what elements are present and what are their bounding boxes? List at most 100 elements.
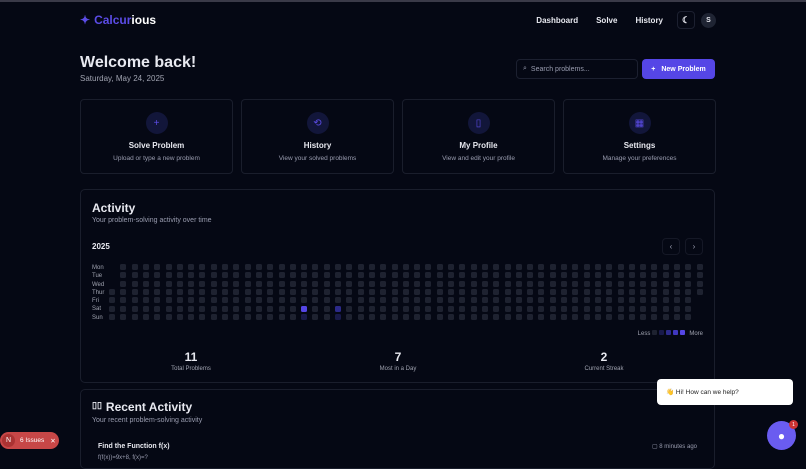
heatmap-cell[interactable]	[142, 313, 149, 320]
heatmap-cell[interactable]	[335, 272, 341, 279]
heatmap-cell[interactable]	[640, 305, 647, 312]
next-year-button[interactable]: ›	[685, 238, 703, 255]
heatmap-cell[interactable]	[572, 297, 579, 304]
heatmap-cell[interactable]	[380, 313, 387, 320]
heatmap-cell[interactable]	[527, 297, 534, 304]
heatmap-cell[interactable]	[561, 297, 567, 304]
heatmap-cell[interactable]	[662, 305, 669, 312]
heatmap-cell[interactable]	[154, 288, 161, 295]
new-problem-button[interactable]: + New Problem	[642, 59, 715, 79]
heatmap-cell[interactable]	[199, 280, 206, 287]
heatmap-cell[interactable]	[255, 305, 262, 312]
heatmap-cell[interactable]	[515, 313, 522, 320]
heatmap-cell[interactable]	[391, 288, 398, 295]
heatmap-cell[interactable]	[109, 297, 115, 304]
heatmap-cell[interactable]	[142, 288, 149, 295]
heatmap-cell[interactable]	[549, 313, 556, 320]
heatmap-cell[interactable]	[301, 297, 308, 304]
heatmap-cell[interactable]	[233, 305, 240, 312]
heatmap-cell[interactable]	[504, 264, 511, 270]
heatmap-cell[interactable]	[414, 264, 421, 270]
heatmap-cell[interactable]	[425, 313, 432, 320]
heatmap-cell[interactable]	[515, 305, 522, 312]
heatmap-cell[interactable]	[323, 305, 330, 312]
heatmap-cell[interactable]	[188, 272, 195, 279]
heatmap-cell[interactable]	[617, 305, 624, 312]
heatmap-cell[interactable]	[380, 264, 387, 270]
heatmap-cell[interactable]	[244, 280, 251, 287]
heatmap-cell[interactable]	[504, 272, 511, 279]
heatmap-cell[interactable]	[594, 305, 601, 312]
heatmap-cell[interactable]	[617, 280, 624, 287]
heatmap-cell[interactable]	[188, 264, 195, 270]
heatmap-cell[interactable]	[131, 280, 138, 287]
heatmap-cell[interactable]	[346, 305, 353, 312]
heatmap-cell[interactable]	[515, 264, 522, 270]
heatmap-cell[interactable]	[459, 288, 466, 295]
heatmap-cell[interactable]	[583, 272, 590, 279]
heatmap-cell[interactable]	[549, 305, 556, 312]
heatmap-cell[interactable]	[493, 264, 500, 270]
heatmap-cell[interactable]	[233, 264, 240, 270]
heatmap-cell[interactable]	[312, 305, 319, 312]
heatmap-cell[interactable]	[481, 297, 488, 304]
heatmap-cell[interactable]	[640, 280, 647, 287]
heatmap-cell[interactable]	[165, 313, 172, 320]
close-icon[interactable]: ✕	[50, 437, 56, 445]
heatmap-cell[interactable]	[628, 288, 635, 295]
card-history[interactable]: ⟲ History View your solved problems	[241, 99, 394, 174]
heatmap-cell[interactable]	[335, 297, 341, 304]
heatmap-cell[interactable]	[131, 272, 138, 279]
heatmap-cell[interactable]	[617, 297, 624, 304]
card-settings[interactable]: ▦ Settings Manage your preferences	[563, 99, 716, 174]
heatmap-cell[interactable]	[549, 280, 556, 287]
theme-toggle-moon-icon[interactable]: ☾	[677, 11, 695, 29]
heatmap-cell[interactable]	[188, 297, 195, 304]
heatmap-cell[interactable]	[346, 280, 353, 287]
heatmap-cell[interactable]	[312, 288, 319, 295]
heatmap-cell[interactable]	[109, 313, 115, 320]
heatmap-cell[interactable]	[210, 313, 217, 320]
heatmap-cell[interactable]	[391, 313, 398, 320]
heatmap-cell[interactable]	[481, 305, 488, 312]
heatmap-cell[interactable]	[685, 313, 692, 320]
heatmap-cell[interactable]	[255, 288, 262, 295]
heatmap-cell[interactable]	[222, 272, 228, 279]
heatmap-cell[interactable]	[685, 305, 692, 312]
heatmap-cell[interactable]	[685, 264, 692, 270]
heatmap-cell[interactable]	[470, 305, 477, 312]
heatmap-cell[interactable]	[606, 297, 613, 304]
heatmap-cell[interactable]	[685, 288, 692, 295]
heatmap-cell[interactable]	[470, 264, 477, 270]
heatmap-cell[interactable]	[583, 264, 590, 270]
heatmap-cell[interactable]	[538, 272, 545, 279]
heatmap-cell[interactable]	[222, 297, 228, 304]
heatmap-cell[interactable]	[527, 280, 534, 287]
heatmap-cell[interactable]	[380, 305, 387, 312]
heatmap-cell[interactable]	[402, 288, 409, 295]
heatmap-cell[interactable]	[538, 280, 545, 287]
heatmap-cell[interactable]	[210, 305, 217, 312]
heatmap-cell[interactable]	[572, 313, 579, 320]
heatmap-cell[interactable]	[425, 288, 432, 295]
heatmap-cell[interactable]	[470, 297, 477, 304]
heatmap-cell[interactable]	[628, 264, 635, 270]
heatmap-cell[interactable]	[481, 313, 488, 320]
heatmap-cell[interactable]	[244, 264, 251, 270]
heatmap-cell[interactable]	[448, 280, 454, 287]
heatmap-cell[interactable]	[436, 313, 443, 320]
heatmap-cell[interactable]	[368, 313, 375, 320]
heatmap-cell[interactable]	[504, 313, 511, 320]
heatmap-cell[interactable]	[176, 297, 183, 304]
heatmap-cell[interactable]	[414, 313, 421, 320]
heatmap-cell[interactable]	[662, 272, 669, 279]
heatmap-cell[interactable]	[222, 305, 228, 312]
heatmap-cell[interactable]	[335, 288, 341, 295]
heatmap-cell[interactable]	[527, 305, 534, 312]
heatmap-cell[interactable]	[504, 288, 511, 295]
heatmap-cell[interactable]	[188, 305, 195, 312]
heatmap-cell[interactable]	[109, 305, 115, 312]
heatmap-cell[interactable]	[448, 288, 454, 295]
heatmap-cell[interactable]	[278, 305, 285, 312]
heatmap-cell[interactable]	[617, 288, 624, 295]
